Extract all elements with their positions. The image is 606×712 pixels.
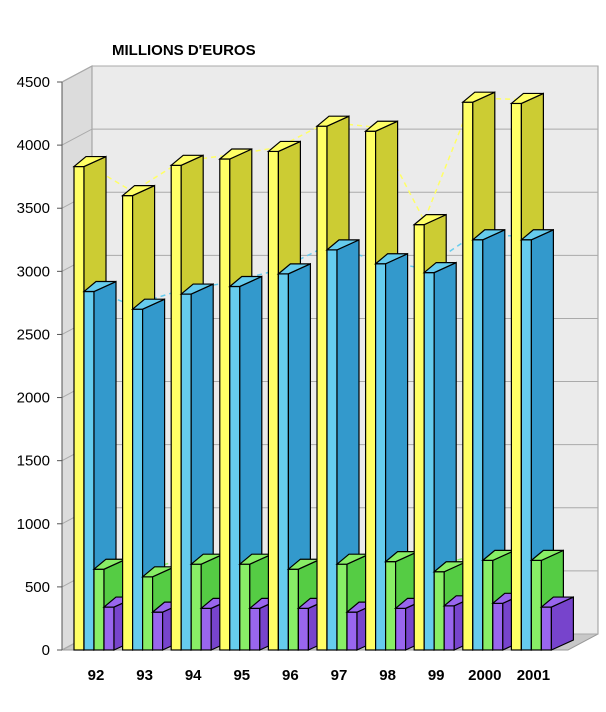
bar-front — [83, 290, 95, 651]
bar-front — [267, 150, 279, 651]
y-axis: 0 500 1000 1500 2000 2500 3000 3500 4000 4500 — [17, 74, 63, 659]
bar-top — [461, 91, 496, 103]
bar-front — [336, 563, 348, 651]
bar-front — [423, 271, 435, 651]
bar-top — [169, 154, 204, 166]
y-tick-label: 500 — [25, 579, 50, 596]
bar-top — [266, 140, 301, 153]
y-tick-label: 1000 — [17, 516, 50, 533]
x-tick-label: 93 — [136, 667, 153, 684]
bar-front — [103, 606, 115, 651]
gridline — [61, 128, 598, 146]
bar-front — [413, 224, 425, 651]
trend-line — [83, 235, 522, 306]
bar-top — [72, 155, 107, 168]
bar-top — [82, 280, 117, 293]
x-tick-label: 99 — [428, 667, 445, 684]
bar-front — [482, 559, 494, 651]
bar-group-93 — [120, 184, 186, 651]
bar-group-94 — [169, 154, 234, 651]
bar-front — [492, 602, 504, 651]
bar-top — [179, 283, 214, 295]
y-tick-label: 4500 — [17, 74, 50, 91]
y-tick-label: 3500 — [17, 200, 50, 217]
bar-top — [228, 275, 263, 288]
bar-front — [530, 559, 543, 651]
x-tick-label: 95 — [233, 667, 250, 684]
bar-group-2001 — [509, 92, 575, 651]
bar-front — [316, 125, 328, 651]
x-tick-label: 2001 — [517, 667, 550, 684]
x-axis: 92 93 94 95 96 97 98 99 2000 2001 — [88, 667, 550, 684]
bar-front — [142, 576, 154, 651]
bar-front — [297, 607, 309, 651]
x-tick-label: 92 — [88, 667, 105, 684]
bar-front — [152, 611, 164, 651]
bar-front — [277, 273, 289, 651]
bar-front — [239, 563, 251, 651]
y-tick-label: 2500 — [17, 326, 50, 343]
x-tick-label: 96 — [282, 667, 299, 684]
y-tick-label: 4000 — [17, 137, 50, 154]
bar-front — [93, 568, 105, 651]
bar-front — [219, 158, 231, 651]
bar-front — [395, 607, 407, 651]
bar-group-92 — [72, 155, 137, 651]
bar-front — [121, 195, 134, 651]
bar-top — [315, 115, 350, 127]
bar-front — [510, 102, 522, 651]
bars — [72, 91, 575, 651]
bar-top — [539, 596, 574, 608]
bar-front — [249, 607, 261, 651]
bar-front — [229, 285, 241, 651]
bar-front — [73, 165, 85, 651]
bar-front — [472, 239, 484, 651]
bar-top — [120, 185, 155, 197]
x-tick-label: 2000 — [468, 667, 501, 684]
bar-front — [170, 164, 182, 651]
y-tick-label: 0 — [42, 642, 50, 659]
bar-top — [325, 239, 360, 251]
bar-front — [326, 249, 338, 651]
bar-top — [519, 229, 554, 241]
bar-front — [132, 308, 144, 651]
bar-front — [365, 130, 377, 651]
bar-front — [385, 561, 397, 651]
x-tick-label: 98 — [379, 667, 396, 684]
bar-top — [130, 298, 165, 310]
bar-front — [346, 611, 358, 651]
bar-front — [520, 239, 533, 651]
bar-group-96 — [266, 140, 331, 651]
bar-top — [276, 263, 311, 275]
bar-front — [190, 563, 202, 651]
y-tick-label: 3000 — [17, 263, 50, 280]
bar-top — [529, 549, 564, 561]
chart-title: MILLIONS D'EUROS — [112, 42, 256, 59]
bar-top — [422, 261, 457, 274]
bar-top — [373, 253, 408, 265]
bar-top — [509, 92, 544, 105]
bar-front — [200, 607, 212, 651]
y-tick-label: 1500 — [17, 453, 50, 470]
bar-top — [412, 214, 447, 226]
y-tick-label: 2000 — [17, 390, 50, 407]
bar-front — [433, 571, 445, 651]
x-tick-label: 94 — [185, 667, 202, 684]
bar-top — [218, 148, 253, 160]
bar-top — [471, 229, 506, 241]
bar-front — [375, 263, 387, 651]
bar-top — [363, 120, 398, 132]
bar-front — [462, 101, 474, 651]
bar-front — [540, 606, 553, 651]
bar-front — [180, 293, 192, 651]
trend-line — [83, 97, 522, 223]
bar-front — [443, 605, 455, 651]
gridline — [61, 65, 598, 83]
bar-front — [287, 568, 299, 651]
x-tick-label: 97 — [331, 667, 348, 684]
